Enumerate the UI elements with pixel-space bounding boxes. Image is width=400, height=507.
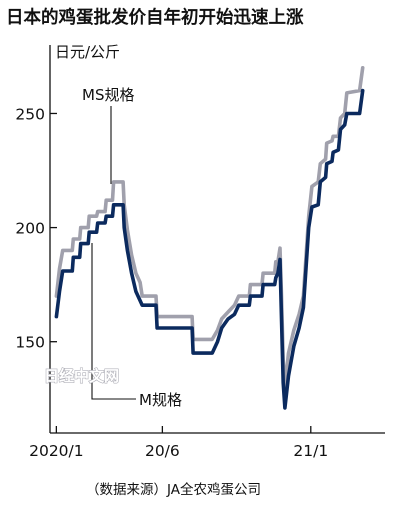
y-axis-ticks: 150 200 250 bbox=[15, 105, 57, 352]
y-tick-label: 150 bbox=[15, 334, 45, 352]
series-lines bbox=[54, 66, 365, 410]
series-label-ms: MS规格 bbox=[82, 86, 134, 104]
y-tick-label: 200 bbox=[15, 220, 45, 238]
y-tick-label: 250 bbox=[15, 105, 45, 123]
x-axis-ticks: 2020/1 20/6 21/1 bbox=[29, 426, 328, 460]
source-note: （数据来源）JA全农鸡蛋公司 bbox=[86, 481, 261, 498]
watermark-logo: 日经中文网 bbox=[44, 367, 119, 385]
x-tick-label: 2020/1 bbox=[29, 442, 84, 460]
series-label-m: M规格 bbox=[139, 391, 182, 409]
unit-label: 日元/公斤 bbox=[55, 43, 120, 61]
x-tick-label: 20/6 bbox=[145, 442, 180, 460]
m-label-leader bbox=[91, 243, 136, 400]
x-tick-label: 21/1 bbox=[293, 442, 328, 460]
series-line-m bbox=[54, 88, 365, 410]
chart-title: 日本的鸡蛋批发价自年初开始迅速上涨 bbox=[6, 7, 304, 28]
series-line-ms bbox=[54, 66, 365, 390]
